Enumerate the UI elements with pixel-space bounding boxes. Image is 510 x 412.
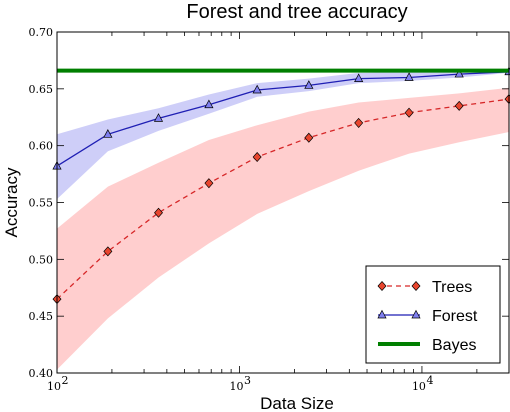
legend-label-bayes: Bayes [432, 337, 476, 354]
data-point-trees [404, 107, 414, 118]
y-axis-label: Accuracy [2, 167, 21, 237]
data-point-forest [252, 84, 262, 94]
band-forest [57, 69, 509, 200]
y-tick-label: 0.55 [29, 197, 54, 210]
data-point-trees [154, 207, 163, 218]
x-tick-exponent: 4 [426, 374, 433, 387]
data-point-forest [153, 113, 164, 122]
x-tick-label: 10 [47, 380, 61, 393]
y-tick-label: 0.45 [29, 310, 54, 323]
band-trees [57, 87, 509, 370]
legend-marker-triangle [377, 309, 387, 319]
data-point-forest [404, 72, 414, 81]
data-point-trees [354, 117, 364, 128]
axis-ticks [56, 31, 510, 374]
x-tick-label: 10 [412, 380, 426, 393]
data-point-forest [204, 99, 214, 109]
y-tick-label: 0.60 [29, 140, 54, 153]
series-markers [52, 66, 510, 305]
data-point-forest [103, 129, 113, 138]
x-tick-label: 10 [229, 380, 243, 393]
data-point-trees [103, 246, 113, 257]
data-point-trees [454, 100, 464, 111]
data-point-forest [304, 80, 314, 89]
data-point-forest [454, 68, 464, 78]
confidence-bands [57, 69, 509, 370]
y-tick-label: 0.65 [29, 83, 54, 96]
legend-label-forest: Forest [432, 308, 478, 325]
x-tick-exponent: 2 [62, 374, 69, 387]
legend-label-trees: Trees [432, 279, 472, 296]
legend-marker-diamond [411, 280, 421, 292]
chart-title: Forest and tree accuracy [186, 1, 407, 23]
series-lines [56, 71, 510, 300]
data-point-trees [252, 152, 262, 163]
data-point-trees [304, 132, 314, 143]
data-point-trees [204, 178, 214, 189]
y-tick-label: 0.70 [29, 26, 54, 39]
series-line-trees [56, 98, 510, 300]
legend: Trees Forest Bayes [365, 265, 501, 364]
y-tick-label: 0.50 [29, 253, 54, 266]
y-tick-label: 0.40 [29, 367, 54, 380]
legend-marker-diamond [377, 280, 387, 292]
x-tick-exponent: 3 [244, 374, 251, 387]
data-point-forest [354, 73, 364, 82]
x-axis-label: Data Size [260, 394, 334, 412]
legend-marker-triangle [411, 309, 421, 319]
series-line-forest [56, 71, 510, 167]
